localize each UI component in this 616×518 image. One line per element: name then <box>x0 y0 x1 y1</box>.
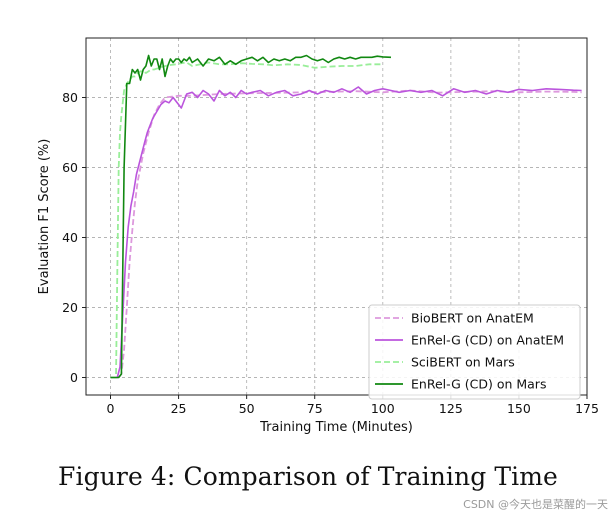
y-tick-label: 0 <box>70 370 78 385</box>
watermark: CSDN @今天也是菜醒的一天 <box>463 498 608 511</box>
x-tick-label: 125 <box>439 401 463 416</box>
x-tick-label: 25 <box>171 401 187 416</box>
y-tick-label: 20 <box>62 300 78 315</box>
y-tick-label: 40 <box>62 230 78 245</box>
y-axis-label: Evaluation F1 Score (%) <box>37 139 52 295</box>
legend: BioBERT on AnatEM EnRel-G (CD) on AnatEM S… <box>368 304 581 400</box>
x-tick-label: 0 <box>107 401 115 416</box>
legend-label-2: EnRel-G (CD) on AnatEM <box>411 333 564 348</box>
x-tick-label: 175 <box>575 401 599 416</box>
x-tick-label: 150 <box>507 401 531 416</box>
legend-box <box>368 304 581 400</box>
x-tick-label: 50 <box>239 401 255 416</box>
legend-label-3: SciBERT on Mars <box>411 355 515 370</box>
figure-caption: Figure 4: Comparison of Training Time <box>58 462 558 491</box>
x-tick-label: 75 <box>307 401 323 416</box>
series-line-3 <box>110 61 383 379</box>
x-tick-label: 100 <box>371 401 395 416</box>
y-tick-label: 60 <box>62 160 78 175</box>
x-axis-label: Training Time (Minutes) <box>259 420 413 435</box>
data-series <box>110 54 582 379</box>
y-tick-label: 80 <box>62 90 78 105</box>
plot-area-frame <box>85 37 588 396</box>
series-line-4 <box>110 54 392 379</box>
line-chart: 0 25 50 75 100 125 150 175 0 20 40 60 80 Training Ti… <box>37 37 599 435</box>
legend-label-4: EnRel-G (CD) on Mars <box>411 377 546 392</box>
axis-ticks: 0 25 50 75 100 125 150 175 0 20 40 60 80 <box>62 90 599 416</box>
legend-label-1: BioBERT on AnatEM <box>411 311 534 326</box>
series-line-2 <box>110 86 582 379</box>
